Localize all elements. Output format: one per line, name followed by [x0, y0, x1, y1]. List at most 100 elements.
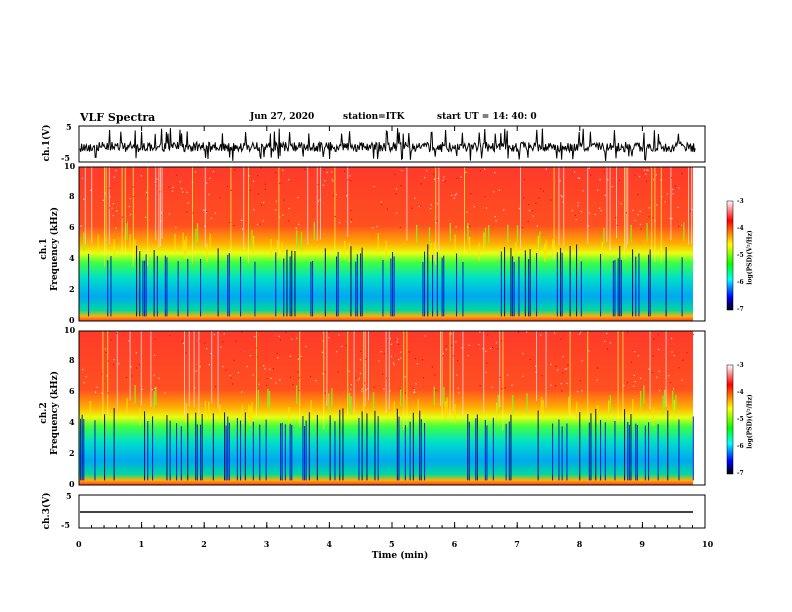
spectral-speckle — [436, 220, 438, 222]
transition-blob — [97, 234, 99, 253]
spectral-speckle — [681, 379, 683, 381]
spectral-streak — [632, 249, 634, 317]
transition-blob — [596, 404, 599, 424]
x-axis-label: Time (min) — [371, 551, 429, 561]
spectral-speckle — [660, 179, 662, 181]
transition-blob — [632, 399, 634, 418]
sferic-streak — [124, 167, 126, 256]
spectral-speckle — [415, 383, 417, 385]
spectral-speckle — [460, 176, 462, 178]
spectral-streak — [136, 245, 138, 317]
spectral-speckle — [559, 180, 561, 182]
spectral-streak — [627, 421, 629, 481]
transition-blob — [248, 404, 250, 423]
transition-blob — [195, 228, 197, 248]
spectral-speckle — [132, 186, 134, 188]
spectral-speckle — [396, 338, 398, 340]
sferic-streak — [104, 167, 105, 266]
spectral-speckle — [393, 362, 395, 364]
spectral-speckle — [495, 342, 497, 344]
sferic-streak — [406, 331, 408, 427]
spectral-speckle — [578, 333, 581, 335]
spectral-speckle — [653, 338, 655, 340]
transition-blob — [134, 239, 136, 259]
spectral-speckle — [445, 348, 447, 350]
spectral-speckle — [634, 351, 636, 353]
transition-blob — [672, 390, 674, 409]
spectral-speckle — [445, 345, 447, 347]
spectral-streak — [350, 246, 352, 317]
spectral-speckle — [666, 193, 668, 195]
spectral-speckle — [401, 170, 403, 172]
spectral-speckle — [452, 355, 455, 357]
spectral-speckle — [618, 179, 621, 182]
spectral-speckle — [230, 377, 232, 379]
sferic-streak — [368, 331, 369, 401]
transition-blob — [89, 400, 91, 420]
ch2-colorbar — [726, 364, 734, 475]
spectral-speckle — [269, 368, 271, 370]
spectral-streak — [228, 253, 230, 317]
spectral-streak — [528, 259, 530, 317]
spectral-streak — [393, 256, 395, 317]
spectral-speckle — [116, 210, 118, 212]
spectral-speckle — [429, 207, 432, 210]
spectral-speckle — [220, 346, 222, 348]
spectral-speckle — [566, 382, 568, 385]
spectral-speckle — [639, 175, 641, 178]
transition-blob — [662, 395, 664, 415]
spectral-speckle — [85, 376, 87, 378]
spectral-streak — [412, 412, 414, 481]
spectral-speckle — [304, 168, 306, 170]
spectral-streak — [139, 251, 141, 317]
spectral-streak — [561, 252, 563, 317]
spectral-streak — [259, 424, 261, 481]
x-tick-label: 1 — [138, 539, 145, 549]
spectral-speckle — [361, 388, 363, 390]
spectral-streak — [336, 256, 338, 317]
spectral-speckle — [324, 180, 326, 182]
spectral-speckle — [627, 331, 629, 333]
spectral-speckle — [433, 178, 436, 180]
spectral-speckle — [527, 220, 529, 223]
transition-blob — [443, 386, 445, 406]
spectral-speckle — [400, 184, 402, 187]
spectral-streak — [561, 426, 563, 481]
spectral-speckle — [295, 227, 297, 229]
spectral-speckle — [345, 345, 347, 347]
spectral-speckle — [241, 391, 243, 393]
sferic-streak — [121, 167, 123, 252]
x-tick-label: 4 — [326, 539, 332, 549]
spectral-speckle — [158, 377, 160, 379]
spectral-speckle — [653, 179, 655, 181]
transition-blob — [507, 224, 509, 244]
spectral-streak — [427, 244, 429, 317]
spectral-speckle — [104, 348, 107, 350]
spectral-speckle — [661, 196, 663, 198]
spectral-speckle — [359, 372, 362, 374]
spectral-streak — [484, 419, 486, 481]
spectral-speckle — [485, 371, 487, 374]
spectral-streak — [635, 256, 637, 317]
spectral-speckle — [112, 214, 115, 217]
spectral-speckle — [112, 203, 114, 205]
sferic-streak — [217, 331, 219, 409]
spectral-speckle — [484, 195, 486, 198]
sferic-streak — [204, 167, 206, 248]
spectral-speckle — [141, 388, 143, 390]
spectral-speckle — [209, 177, 211, 179]
sferic-streak — [435, 167, 437, 265]
spectral-speckle — [298, 377, 300, 379]
spectral-speckle — [656, 376, 658, 378]
spectral-speckle — [493, 191, 495, 193]
spectral-streak — [692, 416, 694, 481]
sferic-streak — [198, 331, 200, 414]
spectral-speckle — [350, 209, 352, 212]
spectral-speckle — [535, 365, 537, 367]
spectral-speckle — [372, 227, 374, 229]
spectral-speckle — [341, 345, 343, 348]
spectral-streak — [604, 422, 606, 481]
spectral-speckle — [213, 333, 216, 336]
spectral-speckle — [160, 220, 162, 222]
spectral-speckle — [467, 226, 469, 228]
